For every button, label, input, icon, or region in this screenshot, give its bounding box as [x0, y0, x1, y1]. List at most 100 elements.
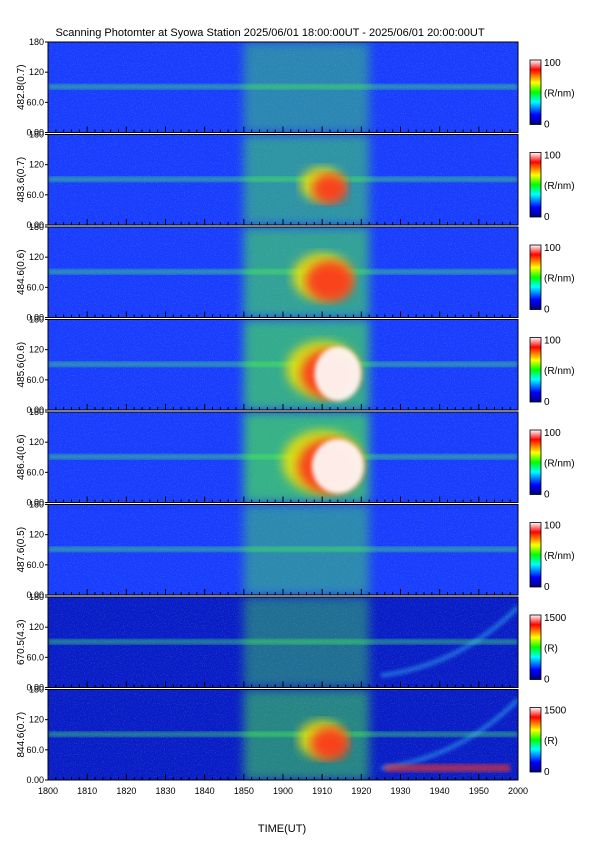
x-tick-label: 2000 — [508, 786, 528, 796]
panel-label: 844.6(0.7) — [16, 712, 27, 758]
panel-7: 0.00 60.0 120 180 670.5(4.3) 1500 (R) 0 — [16, 592, 567, 693]
x-tick-label: 1800 — [38, 786, 58, 796]
y-tick-label: 120 — [29, 622, 44, 632]
y-tick-label: 60.0 — [26, 97, 44, 107]
colorbar-max: 100 — [544, 521, 561, 532]
activity-peak — [306, 260, 354, 302]
saturated-region — [314, 346, 362, 401]
y-tick-label: 120 — [29, 437, 44, 447]
panel-heatmap — [48, 319, 518, 410]
y-tick-label: 180 — [29, 222, 44, 232]
colorbar — [529, 614, 542, 680]
colorbar-min: 0 — [544, 767, 550, 778]
y-tick-label: 180 — [29, 315, 44, 325]
colorbar — [529, 152, 542, 218]
colorbar-max: 100 — [544, 428, 561, 439]
colorbar-min: 0 — [544, 582, 550, 593]
x-axis-label: TIME(UT) — [258, 823, 306, 835]
y-tick-label: 60.0 — [26, 190, 44, 200]
colorbar-max: 1500 — [544, 706, 567, 717]
x-tick-label: 1920 — [351, 786, 371, 796]
panel-label: 487.6(0.5) — [16, 527, 27, 573]
colorbar-unit: (R/nm) — [544, 273, 575, 284]
activity-region — [243, 504, 370, 595]
panel-label: 483.6(0.7) — [16, 157, 27, 203]
panel-label: 485.6(0.6) — [16, 342, 27, 388]
panel-4: 0.00 60.0 120 180 485.6(0.6) 100 (R/nm) 0 — [16, 315, 575, 416]
panel-heatmap — [48, 597, 518, 688]
x-tick-label: 1940 — [430, 786, 450, 796]
colorbar-min: 0 — [544, 397, 550, 408]
panel-2: 0.00 60.0 120 180 483.6(0.7) 100 (R/nm) 0 — [16, 130, 575, 231]
y-tick-label: 60.0 — [26, 560, 44, 570]
y-tick-label: 0.00 — [26, 313, 44, 323]
colorbar — [529, 244, 542, 310]
y-tick-label: 120 — [29, 530, 44, 540]
x-tick-label: 1910 — [312, 786, 332, 796]
y-tick-label: 0.00 — [26, 498, 44, 508]
y-tick-label: 0.00 — [26, 405, 44, 415]
x-tick-label: 1830 — [155, 786, 175, 796]
colorbar-min: 0 — [544, 305, 550, 316]
panel-label: 486.4(0.6) — [16, 434, 27, 480]
panel-6: 0.00 60.0 120 180 487.6(0.5) 100 (R/nm) 0 — [16, 500, 575, 601]
colorbar-unit: (R) — [544, 736, 558, 747]
colorbar-max: 1500 — [544, 613, 567, 624]
y-tick-label: 180 — [29, 407, 44, 417]
panel-heatmap — [48, 227, 518, 318]
y-tick-label: 60.0 — [26, 467, 44, 477]
panel-heatmap — [48, 504, 518, 595]
y-tick-label: 0.00 — [26, 775, 44, 785]
panel-3: 0.00 60.0 120 180 484.6(0.6) 100 (R/nm) 0 — [16, 222, 575, 323]
colorbar-min: 0 — [544, 120, 550, 131]
panel-heatmap — [48, 412, 518, 503]
activity-region — [243, 42, 370, 133]
y-tick-label: 180 — [29, 130, 44, 140]
panel-heatmap — [48, 689, 518, 780]
y-tick-label: 120 — [29, 345, 44, 355]
colorbar-max: 100 — [544, 151, 561, 162]
activity-peak — [310, 727, 350, 761]
x-tick-label: 1840 — [195, 786, 215, 796]
x-tick-label: 1810 — [77, 786, 97, 796]
y-tick-label: 0.00 — [26, 220, 44, 230]
saturated-region — [311, 439, 364, 494]
y-tick-label: 0.00 — [26, 683, 44, 693]
colorbar-min: 0 — [544, 212, 550, 223]
panel-label: 670.5(4.3) — [16, 619, 27, 665]
x-tick-label: 1950 — [469, 786, 489, 796]
y-tick-label: 180 — [29, 685, 44, 695]
y-tick-label: 60.0 — [26, 652, 44, 662]
y-tick-label: 0.00 — [26, 128, 44, 138]
panel-heatmap — [48, 134, 518, 225]
y-tick-label: 120 — [29, 160, 44, 170]
y-tick-label: 180 — [29, 37, 44, 47]
y-tick-label: 60.0 — [26, 375, 44, 385]
x-tick-label: 1900 — [273, 786, 293, 796]
y-tick-label: 120 — [29, 252, 44, 262]
colorbar-max: 100 — [544, 58, 561, 69]
colorbar-unit: (R/nm) — [544, 181, 575, 192]
panel-1: 0.00 60.0 120 180 482.8(0.7) 100 (R/nm) 0 — [16, 37, 575, 138]
low-elevation-feature — [384, 764, 511, 772]
colorbar-min: 0 — [544, 490, 550, 501]
colorbar-min: 0 — [544, 675, 550, 686]
y-tick-label: 0.00 — [26, 590, 44, 600]
y-tick-label: 180 — [29, 592, 44, 602]
y-tick-label: 60.0 — [26, 282, 44, 292]
colorbar — [529, 707, 542, 773]
activity-region — [243, 597, 370, 688]
x-tick-label: 1930 — [390, 786, 410, 796]
panel-label: 482.8(0.7) — [16, 64, 27, 110]
y-tick-label: 120 — [29, 67, 44, 77]
y-tick-label: 120 — [29, 715, 44, 725]
x-tick-label: 1850 — [234, 786, 254, 796]
colorbar-max: 100 — [544, 243, 561, 254]
colorbar — [529, 429, 542, 495]
colorbar-unit: (R/nm) — [544, 366, 575, 377]
colorbar-unit: (R/nm) — [544, 551, 575, 562]
colorbar-unit: (R) — [544, 643, 558, 654]
activity-peak — [312, 173, 348, 204]
colorbar-unit: (R/nm) — [544, 458, 575, 469]
